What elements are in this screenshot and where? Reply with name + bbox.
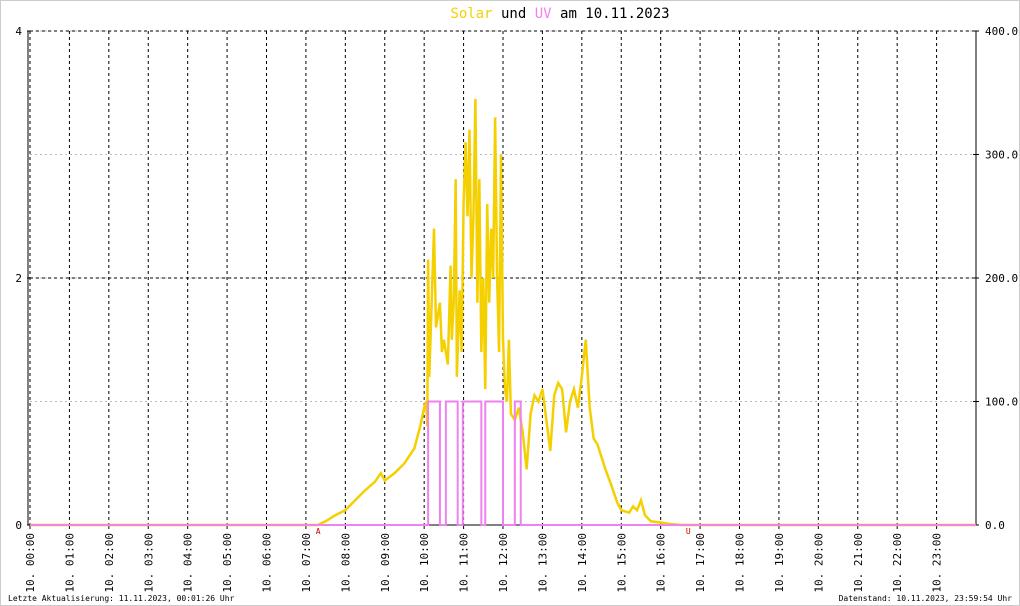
x-tick-label: 10. 03:00: [142, 533, 155, 593]
x-tick-label: 10. 17:00: [694, 533, 707, 593]
y2-tick-label: 200.0: [985, 272, 1018, 285]
x-tick-label: 10. 05:00: [221, 533, 234, 593]
x-tick-label: 10. 20:00: [812, 533, 825, 593]
x-tick-label: 10. 13:00: [536, 533, 549, 593]
title-part: am 10.11.2023: [560, 6, 670, 22]
x-tick-label: 10. 14:00: [576, 533, 589, 593]
y-tick-label: 2: [15, 272, 22, 285]
x-tick-label: 10. 10:00: [418, 533, 431, 593]
x-tick-label: 10. 16:00: [655, 533, 668, 593]
y-tick-label: 0: [15, 519, 22, 532]
series-line: [30, 400, 976, 526]
y2-tick-label: 0.0: [985, 519, 1005, 532]
x-tick-label: 10. 18:00: [734, 533, 747, 593]
x-tick-label: 10. 15:00: [615, 533, 628, 593]
x-tick-label: 10. 09:00: [379, 533, 392, 593]
title-uv: UV: [535, 6, 552, 22]
x-tick-label: 10. 08:00: [339, 533, 352, 593]
x-tick-label: 10. 12:00: [497, 533, 510, 593]
x-tick-label: 10. 11:00: [458, 533, 471, 593]
x-tick-label: 10. 22:00: [891, 533, 904, 593]
x-tick-label: 10. 07:00: [300, 533, 313, 593]
x-tick-label: 10. 01:00: [63, 533, 76, 593]
chart-title: Solar und UV am 10.11.2023: [450, 6, 669, 22]
x-tick-label: 10. 19:00: [773, 533, 786, 593]
x-tick-label: 10. 06:00: [261, 533, 274, 593]
y-tick-label: 4: [15, 25, 22, 38]
y2-tick-label: 400.0: [985, 25, 1018, 38]
x-tick-label: 10. 04:00: [182, 533, 195, 593]
x-tick-label: 10. 23:00: [931, 533, 944, 593]
x-tick-label: 10. 00:00: [24, 533, 37, 593]
y2-tick-label: 300.0: [985, 149, 1018, 162]
x-tick-label: 10. 21:00: [852, 533, 865, 593]
title-solar: Solar: [450, 6, 492, 22]
series-line: [30, 98, 976, 527]
y2-tick-label: 100.0: [985, 396, 1018, 409]
x-tick-label: 10. 02:00: [103, 533, 116, 593]
footer-right: Datenstand: 10.11.2023, 23:59:54 Uhr: [839, 594, 1013, 603]
annotation: A: [316, 527, 321, 536]
footer-left: Letzte Aktualisierung: 11.11.2023, 00:01…: [8, 594, 235, 603]
annotation: U: [686, 527, 691, 536]
title-part: und: [501, 6, 526, 22]
